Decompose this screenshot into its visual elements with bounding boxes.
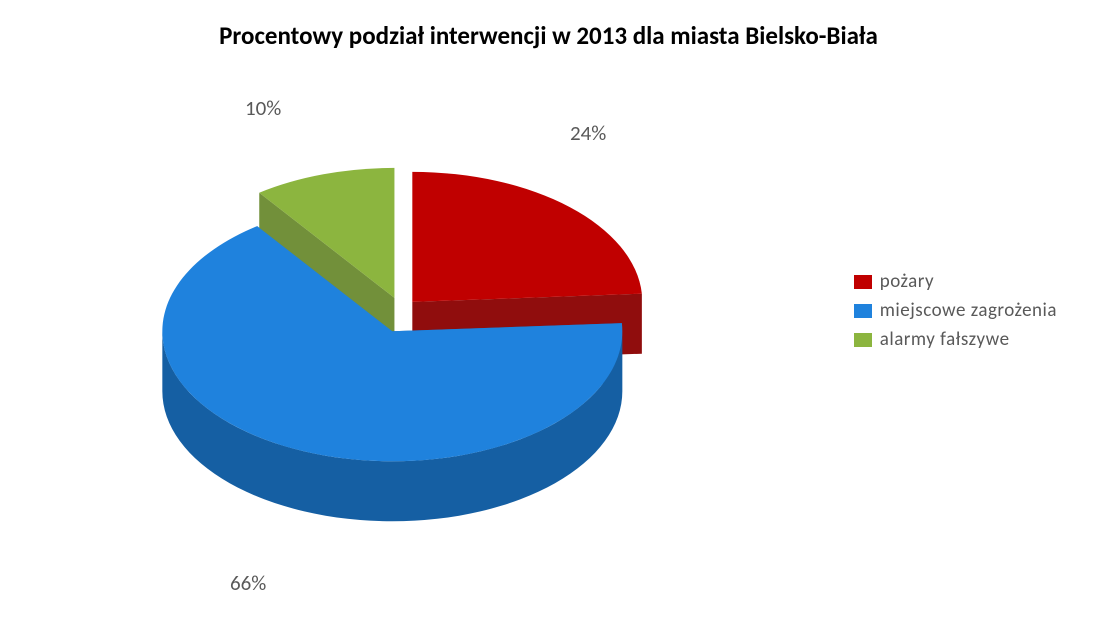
legend-swatch-alarmy bbox=[854, 333, 872, 347]
legend-label-alarmy: alarmy fałszywe bbox=[880, 328, 1010, 351]
legend-label-miejscowe: miejscowe zagrożenia bbox=[880, 299, 1057, 322]
legend: pożary miejscowe zagrożenia alarmy fałsz… bbox=[854, 270, 1057, 357]
legend-swatch-pozary bbox=[854, 275, 872, 289]
legend-item-alarmy: alarmy fałszywe bbox=[854, 328, 1057, 351]
data-label-pozary: 24% bbox=[570, 120, 606, 146]
data-label-alarmy: 10% bbox=[245, 95, 281, 121]
legend-item-pozary: pożary bbox=[854, 270, 1057, 293]
legend-item-miejscowe: miejscowe zagrożenia bbox=[854, 299, 1057, 322]
pie-chart: 24% 66% 10% bbox=[100, 90, 660, 610]
pie-svg bbox=[100, 90, 660, 630]
chart-title: Procentowy podział interwencji w 2013 dl… bbox=[0, 20, 1097, 51]
chart-container: Procentowy podział interwencji w 2013 dl… bbox=[0, 0, 1097, 641]
data-label-miejscowe: 66% bbox=[230, 570, 266, 596]
legend-swatch-miejscowe bbox=[854, 304, 872, 318]
legend-label-pozary: pożary bbox=[880, 270, 934, 293]
